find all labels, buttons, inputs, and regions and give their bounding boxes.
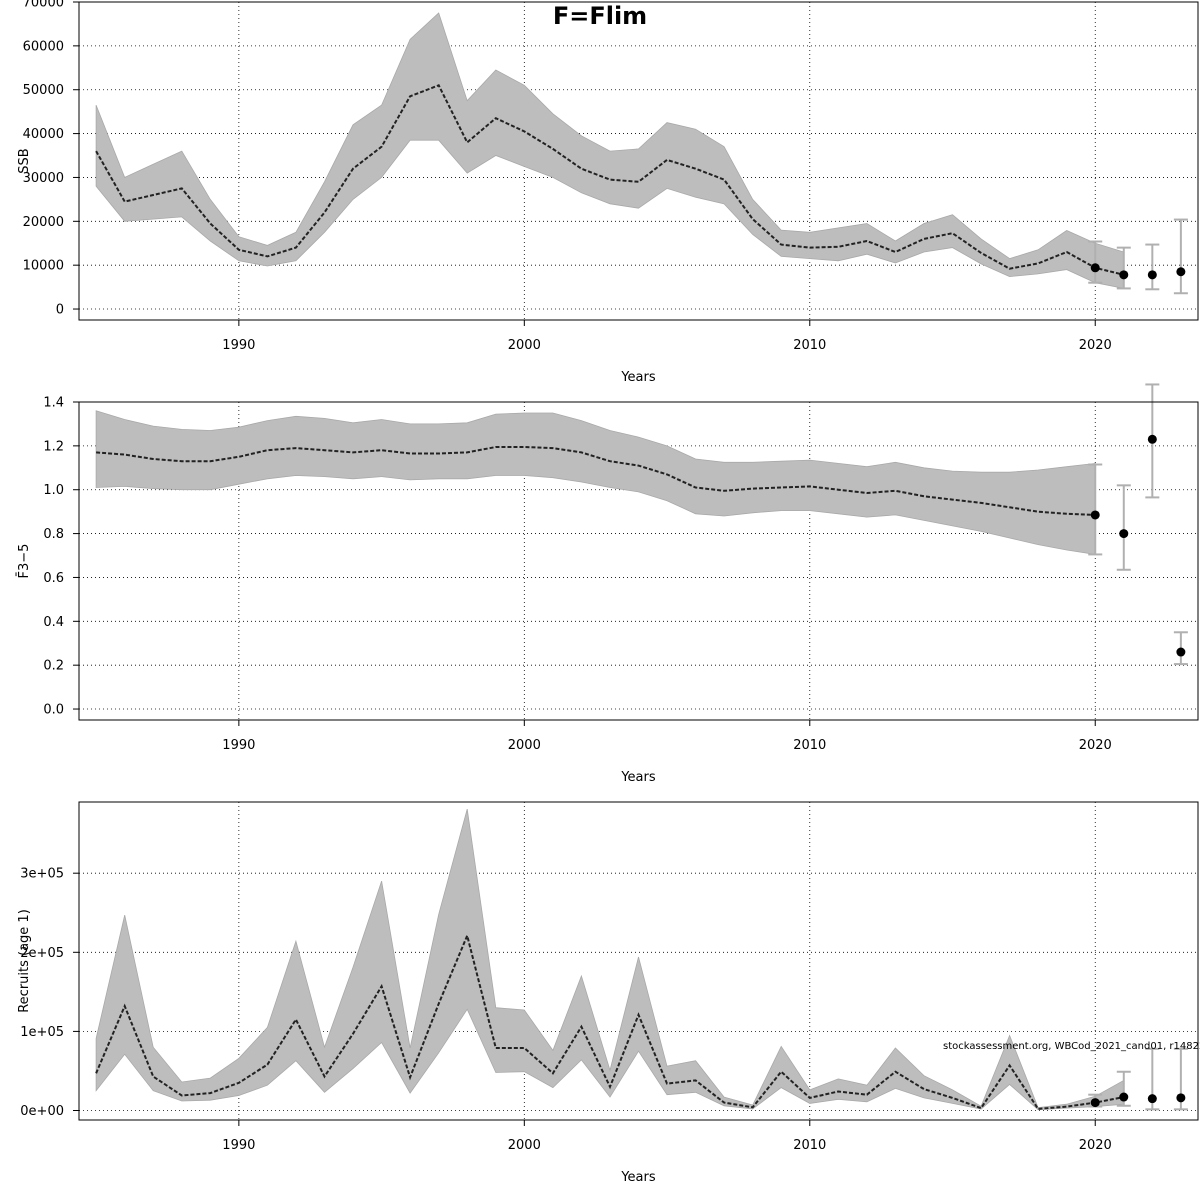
recruits-xlabel: Years — [620, 1170, 656, 1185]
recruits-ytick-label: 3e+05 — [20, 867, 64, 882]
fbar-confidence-band — [95, 410, 1096, 555]
ssb-xtick-label: 2000 — [508, 338, 541, 353]
fbar-plot-frame — [78, 401, 1199, 721]
fbar-ytick-label: 0.4 — [43, 615, 64, 630]
ssb-point — [1147, 270, 1157, 280]
ssb-estimate-line — [95, 84, 1125, 276]
fbar-xtick-label: 2010 — [793, 738, 826, 753]
recruits-confidence-band — [95, 808, 1125, 1111]
fbar-ylabel: F̄3−5 — [17, 544, 32, 579]
credit-text: stockassessment.org, WBCod_2021_cand01, … — [943, 1041, 1200, 1052]
fbar-point — [1119, 529, 1129, 539]
ssb-xtick-label: 2020 — [1079, 338, 1112, 353]
fbar-ytick-label: 0.8 — [43, 527, 64, 542]
recruits-point — [1119, 1092, 1129, 1102]
fbar-xtick-label: 2000 — [508, 738, 541, 753]
ssb-ytick-label: 70000 — [23, 0, 64, 11]
ssb-ytick-label: 30000 — [23, 171, 64, 186]
fbar-xtick-label: 1990 — [222, 738, 255, 753]
fbar-ytick-label: 0.0 — [43, 703, 64, 718]
recruits-plot-frame — [78, 801, 1199, 1121]
recruits-panel: 0e+00 1e+05 2e+05 3e+05 1990 2000 2010 2020 Year… — [17, 801, 1199, 1185]
fbar-point — [1176, 647, 1186, 657]
fbar-estimate-line — [96, 446, 1096, 516]
fbar-point — [1090, 510, 1100, 520]
recruits-xtick-label: 2000 — [508, 1138, 541, 1153]
fbar-ytick-label: 1.0 — [43, 483, 64, 498]
ssb-point — [1090, 263, 1100, 273]
ssb-xlabel: Years — [620, 370, 656, 385]
ssb-ytick-label: 40000 — [23, 127, 64, 142]
recruits-xtick-label: 2010 — [793, 1138, 826, 1153]
fbar-ytick-label: 0.2 — [43, 659, 64, 674]
recruits-ytick-label: 2e+05 — [20, 946, 64, 961]
fbar-panel: 0.0 0.2 0.4 0.6 0.8 1.0 1.2 1.4 1990 2000 2010 2020… — [17, 383, 1199, 785]
recruits-ytick-label: 0e+00 — [20, 1104, 64, 1119]
recruits-ytick-label: 1e+05 — [20, 1025, 64, 1040]
ssb-xtick-label: 2010 — [793, 338, 826, 353]
fbar-xlabel: Years — [620, 770, 656, 785]
recruits-ylabel: Recruits (age 1) — [17, 909, 32, 1013]
figure-title: F=Flim — [552, 2, 648, 30]
recruits-point — [1147, 1094, 1157, 1104]
recruits-point — [1176, 1093, 1186, 1103]
recruits-xtick-label: 1990 — [222, 1138, 255, 1153]
recruits-xtick-label: 2020 — [1079, 1138, 1112, 1153]
ssb-ylabel: SSB — [17, 148, 32, 173]
fbar-ytick-label: 1.2 — [43, 439, 64, 454]
ssb-point — [1176, 267, 1186, 277]
recruits-estimate-line — [95, 932, 1124, 1110]
fbar-xtick-label: 2020 — [1079, 738, 1112, 753]
ssb-ytick-label: 60000 — [23, 39, 64, 54]
ssb-plot-frame — [78, 1, 1199, 321]
fbar-point — [1147, 434, 1157, 444]
fbar-ytick-label: 1.4 — [43, 396, 64, 411]
recruits-point — [1090, 1098, 1100, 1108]
fbar-ytick-label: 0.6 — [43, 571, 64, 586]
ssb-ytick-label: 10000 — [23, 259, 64, 274]
ssb-panel: 0 10000 20000 30000 40000 50000 60000 70000 1990… — [17, 0, 1199, 385]
ssb-ytick-label: 0 — [56, 303, 64, 318]
ssb-ytick-label: 20000 — [23, 215, 64, 230]
ssb-point — [1119, 270, 1129, 280]
ssb-confidence-band — [95, 12, 1125, 289]
ssb-xtick-label: 1990 — [222, 338, 255, 353]
ssb-ytick-label: 50000 — [23, 83, 64, 98]
